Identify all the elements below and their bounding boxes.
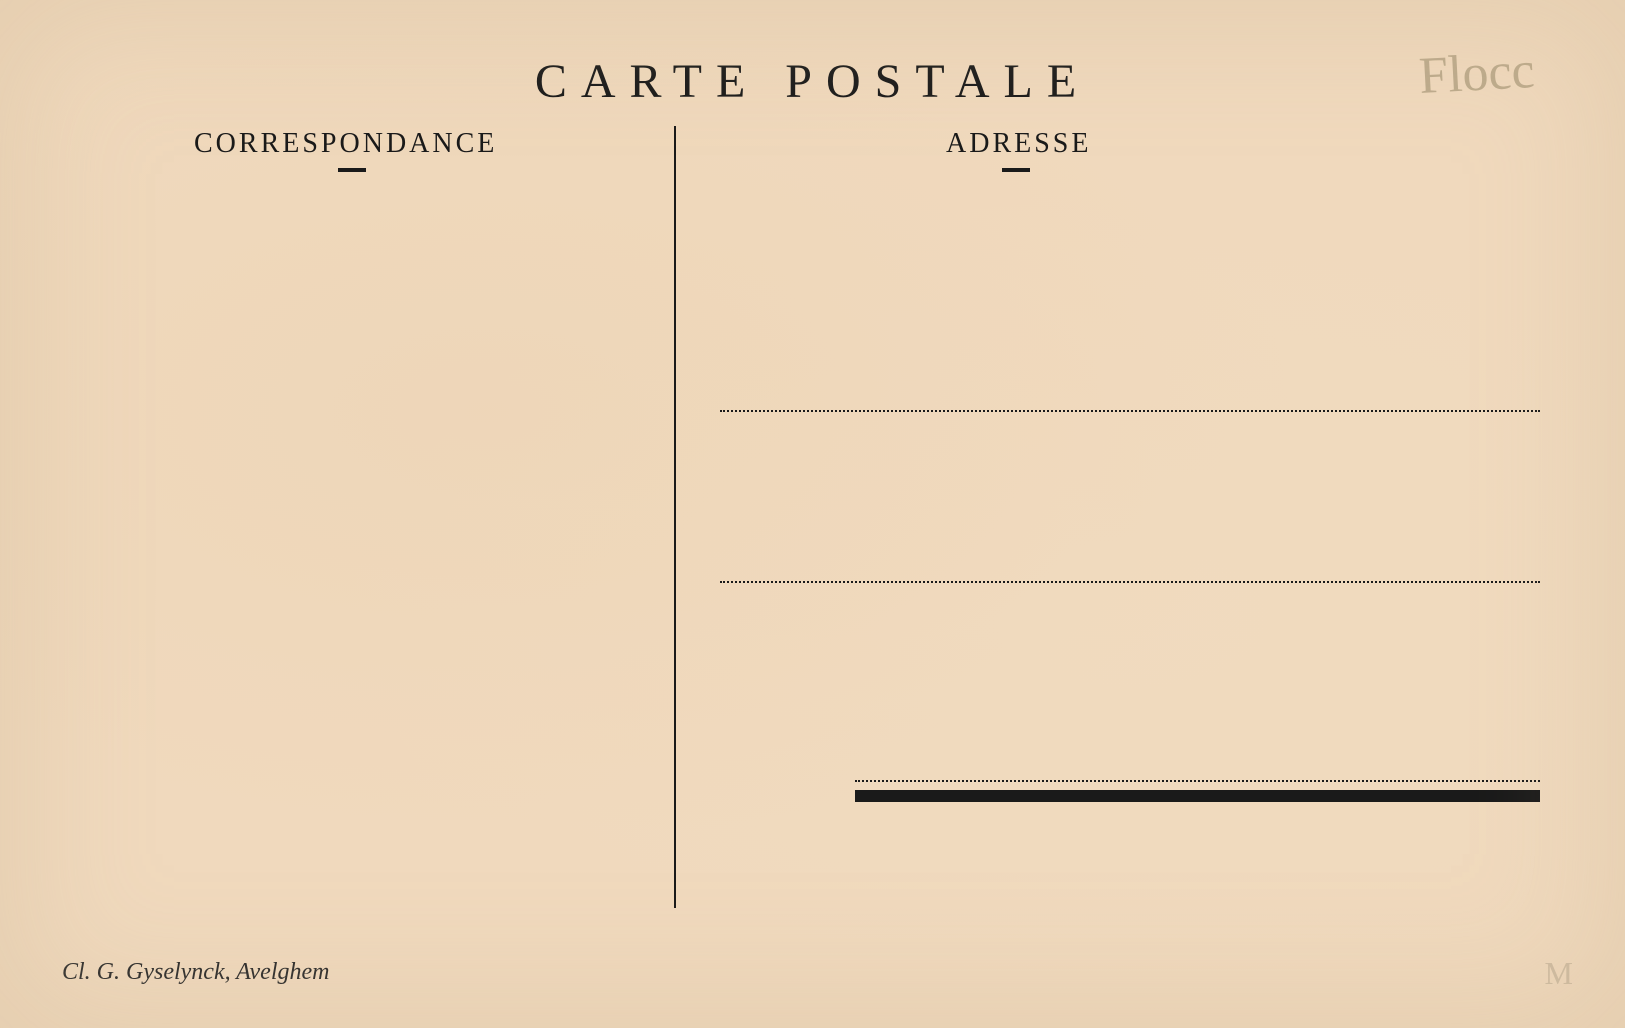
adresse-label: ADRESSE [946, 128, 1091, 160]
address-line-3 [855, 780, 1540, 782]
address-line-1 [720, 410, 1540, 412]
correspondance-label: CORRESPONDANCE [194, 128, 497, 160]
pencil-annotation: Flocc [1418, 41, 1536, 106]
vertical-divider [674, 126, 676, 908]
pencil-corner-mark: M [1545, 955, 1573, 992]
postcard-title: CARTE POSTALE [0, 54, 1625, 109]
dash-right [1002, 168, 1030, 172]
dash-left [338, 168, 366, 172]
address-line-2 [720, 581, 1540, 583]
underline-bar [855, 790, 1540, 802]
publisher-imprint: Cl. G. Gyselynck, Avelghem [62, 959, 329, 986]
